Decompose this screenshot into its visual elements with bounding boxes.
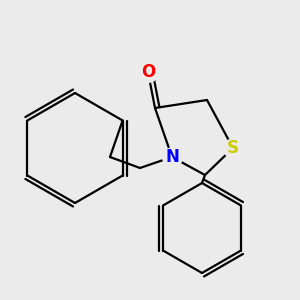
Text: O: O xyxy=(141,63,155,81)
Text: N: N xyxy=(165,148,179,166)
Text: S: S xyxy=(227,139,239,157)
